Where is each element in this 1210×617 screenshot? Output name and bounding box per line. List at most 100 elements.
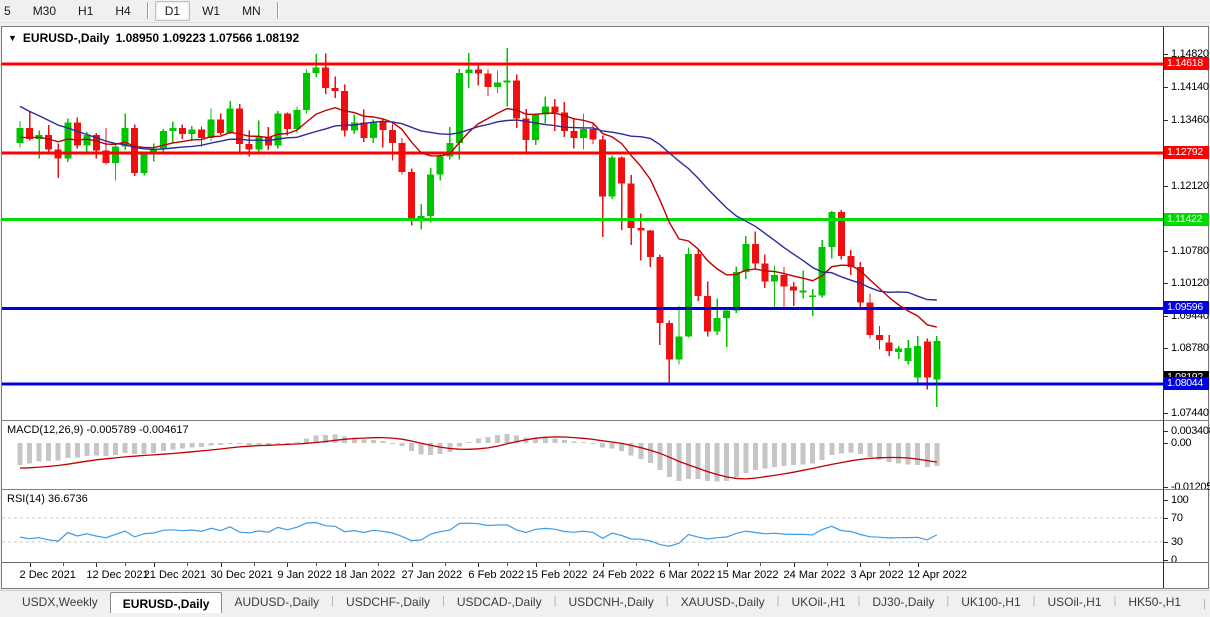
instrument-tab-hk50-h1[interactable]: HK50-,H1: [1128, 595, 1182, 609]
time-tick-mark: [860, 563, 862, 567]
rsi-tick-mark: [1164, 500, 1168, 501]
timeframe-button-h4[interactable]: H4: [115, 4, 131, 18]
price-tick-label: 1.07440: [1171, 407, 1209, 420]
price-tick-mark: [1164, 185, 1168, 187]
time-tick-label: 6 Feb 2022: [468, 569, 525, 581]
price-tick-mark: [1164, 54, 1168, 56]
time-tick-label: 2 Dec 2021: [19, 569, 76, 581]
time-tick-label: 21 Dec 2021: [143, 569, 207, 581]
hline-price-badge: 1.09596: [1164, 301, 1209, 315]
price-tick-label: 1.14140: [1171, 81, 1209, 94]
chart-title: ▼ EURUSD-,Daily 1.08950 1.09223 1.07566 …: [8, 31, 299, 45]
macd-tick-mark: [1164, 487, 1168, 488]
price-tick-mark: [1164, 316, 1168, 318]
time-minor-tick: [125, 563, 127, 566]
rsi-tick-label: 100: [1171, 494, 1189, 506]
tab-separator: |: [776, 595, 780, 607]
time-tick-label: 24 Mar 2022: [783, 569, 846, 581]
instrument-tab-dj30-daily[interactable]: DJ30-,Daily: [872, 595, 935, 609]
time-axis[interactable]: 2 Dec 2021 12 Dec 2021 21 Dec 2021 30 De…: [2, 562, 1163, 588]
price-scale-column[interactable]: 1.14820 1.14140 1.13460 1.12120 1.10780 …: [1163, 27, 1210, 588]
instrument-tab-usdcad-daily[interactable]: USDCAD-,Daily: [456, 595, 542, 609]
instrument-tab-audusd-daily[interactable]: AUDUSD-,Daily: [234, 595, 320, 609]
time-tick-mark: [96, 563, 98, 567]
instrument-tab-usdchf-daily[interactable]: USDCHF-,Daily: [346, 595, 431, 609]
timeframe-button-h1[interactable]: H1: [78, 4, 94, 18]
tab-separator: |: [553, 595, 557, 607]
rsi-scale[interactable]: 100 70 30 0: [1164, 489, 1208, 566]
time-minor-tick: [826, 563, 828, 566]
rsi-tick-mark: [1164, 542, 1168, 543]
time-minor-tick: [253, 563, 255, 566]
macd-label: MACD(12,26,9) -0.005789 -0.004617: [7, 424, 189, 436]
rsi-tick-label: 30: [1171, 536, 1183, 548]
price-tick-mark: [1164, 348, 1168, 350]
time-tick-mark: [344, 563, 346, 567]
price-tick-label: 1.10780: [1171, 244, 1209, 257]
macd-indicator-pane[interactable]: MACD(12,26,9) -0.005789 -0.004617: [2, 420, 1163, 489]
instrument-tab-eurusd-daily[interactable]: EURUSD-,Daily: [109, 592, 223, 613]
rsi-line-svg[interactable]: [2, 490, 1163, 563]
price-scale[interactable]: 1.14820 1.14140 1.13460 1.12120 1.10780 …: [1164, 27, 1209, 420]
price-tick-mark: [1164, 282, 1168, 284]
time-tick-label: 24 Feb 2022: [592, 569, 655, 581]
price-tick-mark: [1164, 87, 1168, 89]
time-tick-label: 12 Dec 2021: [86, 569, 149, 581]
timeframe-button-mn[interactable]: MN: [242, 4, 261, 18]
time-minor-tick: [635, 563, 637, 566]
tab-separator: |: [665, 595, 669, 607]
macd-scale[interactable]: 0.003408 0.00 -0.012058: [1164, 420, 1210, 493]
timeframe-button-w1[interactable]: W1: [202, 4, 221, 18]
timeframe-button-d1[interactable]: D1: [154, 1, 191, 21]
instrument-tab-usdx-weekly[interactable]: USDX,Weekly: [22, 595, 98, 609]
macd-histogram-svg[interactable]: [2, 421, 1163, 490]
time-tick-label: 15 Feb 2022: [525, 569, 588, 581]
instrument-tab-usoil-h1[interactable]: USOil-,H1: [1047, 595, 1102, 609]
toolbar-separator: [276, 2, 279, 19]
status-strip: [0, 613, 1210, 617]
price-tick-label: 1.13460: [1171, 114, 1209, 127]
rsi-indicator-pane[interactable]: RSI(14) 36.6736: [2, 489, 1163, 562]
time-minor-tick: [187, 563, 189, 566]
price-tick-mark: [1164, 250, 1168, 252]
time-minor-tick: [760, 563, 762, 566]
time-tick-label: 9 Jan 2022: [277, 569, 332, 581]
time-tick-label: 18 Jan 2022: [334, 569, 396, 581]
time-tick-label: 12 Apr 2022: [907, 569, 968, 581]
price-chart-pane[interactable]: ▼ EURUSD-,Daily 1.08950 1.09223 1.07566 …: [2, 27, 1163, 420]
chevron-down-icon[interactable]: ▼: [8, 33, 17, 43]
rsi-tick-label: 70: [1171, 512, 1183, 524]
instrument-tab-xauusd-daily[interactable]: XAUUSD-,Daily: [680, 595, 765, 609]
hline-price-badge: 1.08044: [1164, 377, 1209, 391]
instrument-tab-uk100-h1[interactable]: UK100-,H1: [961, 595, 1021, 609]
macd-tick-mark: [1164, 443, 1168, 444]
time-minor-tick: [378, 563, 380, 566]
time-tick-label: 15 Mar 2022: [716, 569, 779, 581]
time-tick-mark: [287, 563, 289, 567]
timeframe-button-m30[interactable]: M30: [32, 4, 57, 18]
toolbar-separator: [146, 2, 149, 19]
instrument-tab-usdcnh-daily[interactable]: USDCNH-,Daily: [568, 595, 654, 609]
time-tick-mark: [153, 563, 155, 567]
instrument-tab-ukoil-h1[interactable]: UKOil-,H1: [791, 595, 846, 609]
rsi-tick-mark: [1164, 518, 1168, 519]
chart-window: ▼ EURUSD-,Daily 1.08950 1.09223 1.07566 …: [1, 26, 1210, 589]
price-tick-label: 1.08780: [1171, 342, 1209, 355]
hline-price-badge: 1.14618: [1164, 56, 1209, 70]
rsi-tick-label: 0: [1171, 554, 1177, 566]
hline-price-badge: 1.12792: [1164, 145, 1209, 159]
hline-price-badge: 1.11422: [1164, 212, 1209, 226]
time-minor-tick: [507, 563, 509, 566]
macd-tick-label: 0.00: [1171, 437, 1192, 449]
timeframe-button-5[interactable]: 5: [4, 4, 11, 18]
time-minor-tick: [62, 563, 64, 566]
tab-separator: |: [1113, 595, 1117, 607]
time-tick-label: 6 Mar 2022: [659, 569, 716, 581]
chart-ohlc-values: 1.08950 1.09223 1.07566 1.08192: [115, 31, 300, 45]
time-tick-mark: [478, 563, 480, 567]
time-minor-tick: [698, 563, 700, 566]
candlestick-chart-svg[interactable]: [2, 27, 1163, 420]
time-minor-tick: [444, 563, 446, 566]
time-tick-label: 27 Jan 2022: [401, 569, 463, 581]
chart-symbol-label: EURUSD-,Daily: [22, 31, 110, 45]
